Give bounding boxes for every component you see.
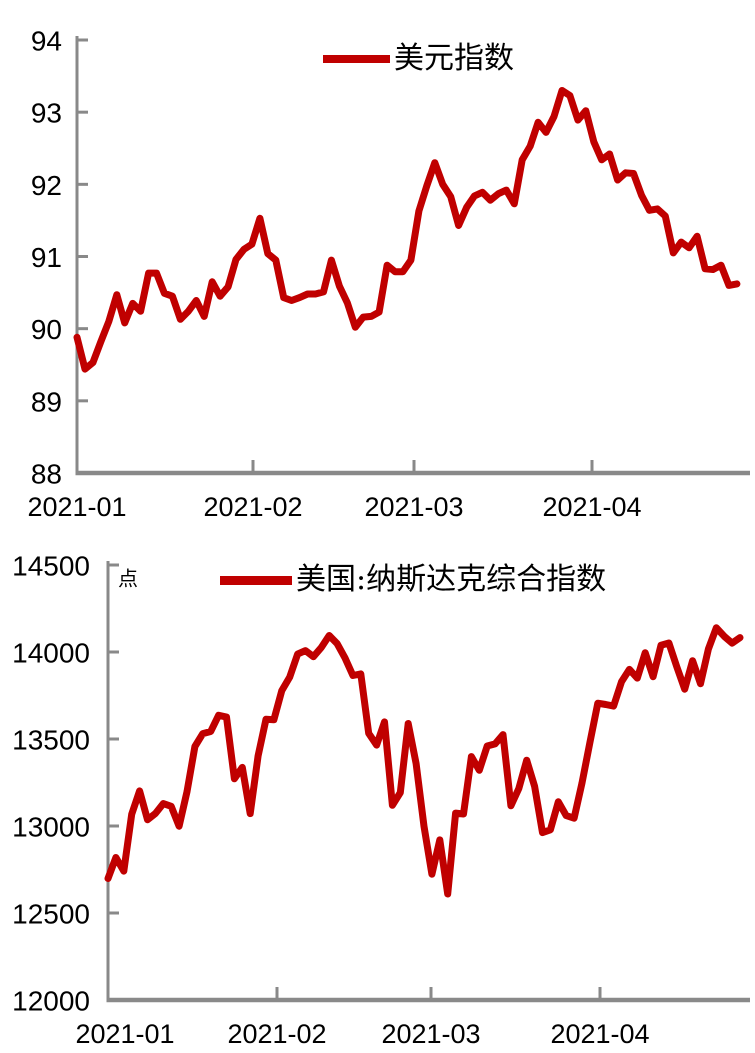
y-tick-label: 93: [31, 98, 62, 129]
y-tick-label: 88: [31, 459, 62, 490]
y-axis-unit-label: 点: [118, 568, 138, 591]
x-tick-label: 2021-03: [364, 492, 463, 522]
legend-usd-index: 美元指数: [323, 42, 514, 76]
y-tick-label: 14500: [12, 551, 90, 582]
x-tick-label: 2021-04: [550, 1019, 649, 1049]
y-tick-label: 12500: [12, 899, 90, 930]
legend-nasdaq-composite: 美国:纳斯达克综合指数: [220, 563, 606, 597]
y-tick-label: 90: [31, 314, 62, 345]
x-tick-label: 2021-02: [227, 1019, 326, 1049]
y-tick-label: 94: [31, 26, 62, 57]
legend-label: 美国:纳斯达克综合指数: [296, 562, 607, 597]
x-tick-label: 2021-01: [75, 1019, 174, 1049]
nasdaq-composite-line: [104, 624, 744, 898]
y-tick-label: 13500: [12, 725, 90, 756]
legend-label: 美元指数: [394, 41, 514, 76]
y-tick-label: 14000: [12, 638, 90, 669]
y-tick-label: 91: [31, 242, 62, 273]
y-tick-label: 13000: [12, 812, 90, 843]
y-tick-label: 12000: [12, 986, 90, 1017]
y-tick-label: 92: [31, 170, 62, 201]
y-tick-label: 89: [31, 386, 62, 417]
legend-line-swatch: [323, 55, 390, 63]
usd-index-line: [73, 87, 741, 373]
x-tick-label: 2021-02: [203, 492, 302, 522]
x-tick-label: 2021-04: [542, 492, 641, 522]
x-tick-label: 2021-03: [381, 1019, 480, 1049]
x-tick-label: 2021-01: [27, 492, 126, 522]
legend-line-swatch: [220, 575, 292, 585]
